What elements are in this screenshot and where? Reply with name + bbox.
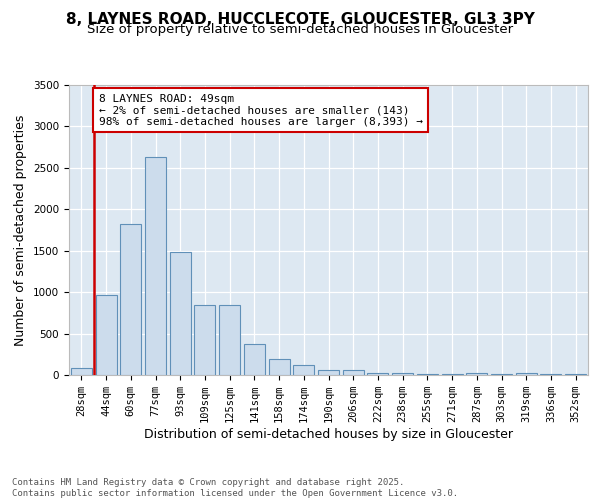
Bar bbox=[541, 374, 562, 375]
Bar bbox=[194, 306, 215, 375]
Text: 8 LAYNES ROAD: 49sqm
← 2% of semi-detached houses are smaller (143)
98% of semi-: 8 LAYNES ROAD: 49sqm ← 2% of semi-detach… bbox=[98, 94, 422, 127]
X-axis label: Distribution of semi-detached houses by size in Gloucester: Distribution of semi-detached houses by … bbox=[144, 428, 513, 441]
Bar bbox=[318, 370, 339, 375]
Bar bbox=[269, 360, 290, 375]
Bar bbox=[145, 157, 166, 375]
Bar bbox=[343, 370, 364, 375]
Y-axis label: Number of semi-detached properties: Number of semi-detached properties bbox=[14, 114, 28, 346]
Bar bbox=[120, 224, 141, 375]
Bar bbox=[516, 372, 537, 375]
Bar bbox=[442, 374, 463, 375]
Bar bbox=[219, 306, 240, 375]
Bar bbox=[565, 374, 586, 375]
Bar bbox=[95, 296, 116, 375]
Bar bbox=[244, 344, 265, 375]
Bar bbox=[491, 374, 512, 375]
Bar bbox=[417, 374, 438, 375]
Bar bbox=[392, 372, 413, 375]
Bar bbox=[293, 366, 314, 375]
Text: 8, LAYNES ROAD, HUCCLECOTE, GLOUCESTER, GL3 3PY: 8, LAYNES ROAD, HUCCLECOTE, GLOUCESTER, … bbox=[65, 12, 535, 28]
Bar bbox=[71, 368, 92, 375]
Bar bbox=[466, 372, 487, 375]
Bar bbox=[170, 252, 191, 375]
Bar bbox=[367, 372, 388, 375]
Text: Size of property relative to semi-detached houses in Gloucester: Size of property relative to semi-detach… bbox=[87, 22, 513, 36]
Text: Contains HM Land Registry data © Crown copyright and database right 2025.
Contai: Contains HM Land Registry data © Crown c… bbox=[12, 478, 458, 498]
